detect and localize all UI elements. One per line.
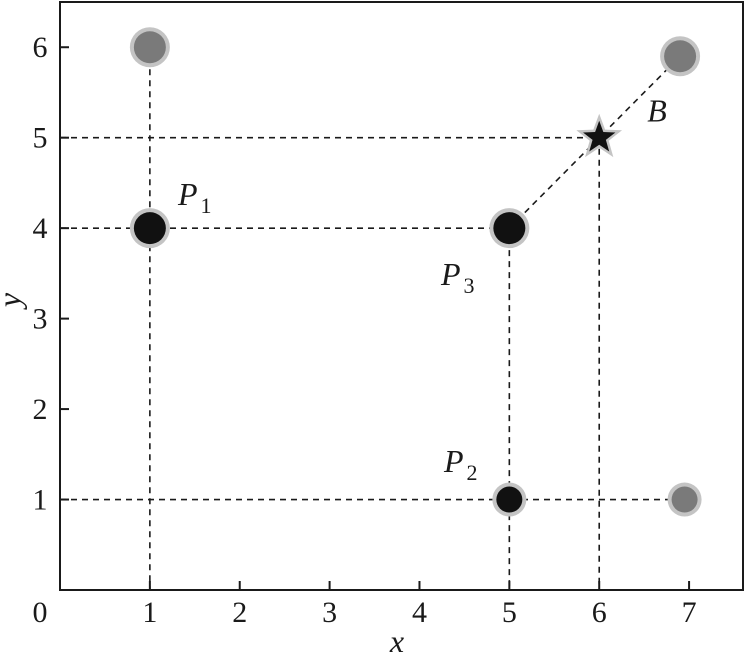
point-marker: [493, 212, 526, 245]
y-axis-ticks: 1 2 3 4 5 6: [33, 31, 69, 517]
x-axis-ticks: 0 1 2 3 4 5 6 7: [33, 581, 697, 629]
point-label-subscript: 1: [201, 193, 212, 218]
x-tick-label: 3: [322, 596, 337, 629]
star-marker: [583, 120, 616, 152]
x-tick-label: 7: [682, 596, 697, 629]
y-tick-label: 5: [33, 122, 48, 155]
y-tick-label: 2: [33, 393, 48, 426]
data-points: [129, 27, 702, 517]
point-label: B: [647, 93, 667, 129]
plot-frame: [59, 1, 744, 591]
point-label-subscript: 3: [464, 273, 475, 298]
point-marker: [671, 486, 698, 513]
guide-lines: [60, 47, 685, 590]
y-axis-label: y: [0, 292, 27, 310]
x-tick-label: 2: [232, 596, 247, 629]
y-tick-label: 6: [33, 31, 48, 64]
x-tick-label: 0: [33, 596, 48, 629]
point-label-subscript: 2: [467, 460, 478, 485]
point-marker: [133, 31, 166, 64]
point-marker: [664, 40, 697, 73]
point-labels: P 1 P 3 P 2 B: [177, 93, 667, 485]
x-tick-label: 1: [142, 596, 157, 629]
y-tick-label: 4: [33, 212, 48, 245]
point-marker: [133, 212, 166, 245]
point-marker: [496, 486, 523, 513]
x-tick-label: 5: [502, 596, 517, 629]
x-tick-label: 6: [592, 596, 607, 629]
x-axis-label: x: [389, 623, 404, 657]
y-tick-label: 1: [33, 484, 48, 517]
x-tick-label: 4: [412, 596, 427, 629]
y-tick-label: 3: [33, 303, 48, 336]
